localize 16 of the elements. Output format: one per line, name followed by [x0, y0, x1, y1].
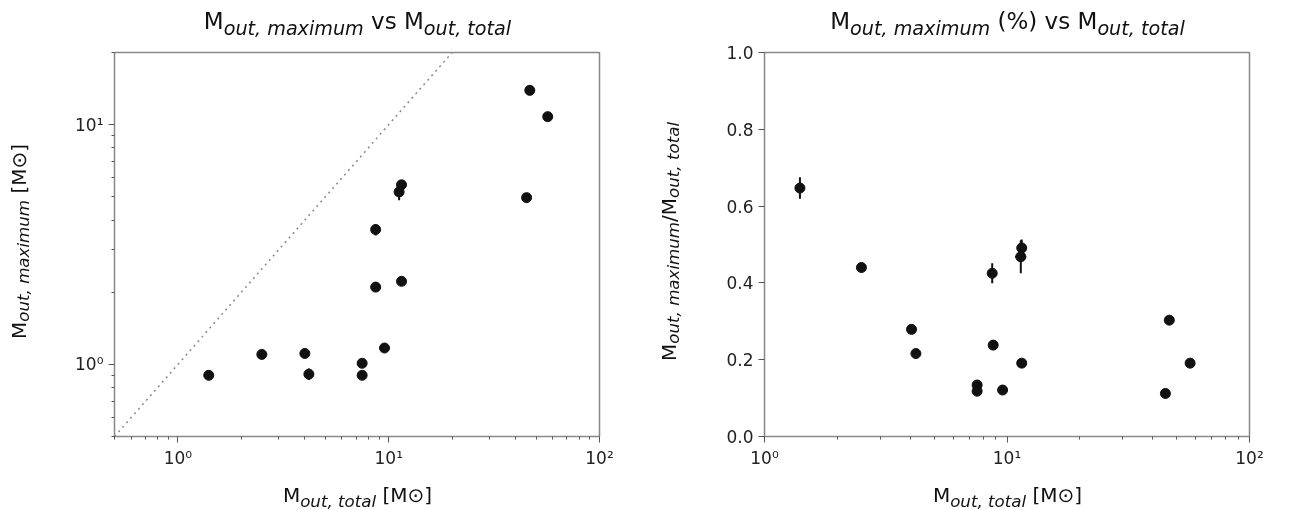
- x-tick-label: 10²: [1235, 447, 1264, 468]
- y-tick-label: 0.0: [726, 427, 754, 447]
- x-tick-label: 10²: [585, 447, 614, 468]
- x-tick-label: 10¹: [992, 447, 1022, 468]
- x-tick-label: 10⁰: [163, 447, 193, 468]
- y-tick-label: 0.4: [726, 273, 754, 294]
- chart-title: M$_{out, maximum}$ vs M$_{out, total}$: [203, 7, 512, 42]
- x-tick-label: 10¹: [374, 447, 403, 468]
- x-axis-title: M$_{out, total}$ [M⊙]: [282, 482, 433, 510]
- y-tick-label: 0.2: [726, 350, 754, 371]
- x-tick-label: 10⁰: [750, 447, 779, 468]
- y-tick-label: 0.8: [726, 119, 754, 140]
- chart-title: M$_{out, maximum}$ (%) vs M$_{out, total}$: [830, 7, 1185, 42]
- x-axis-title: M$_{out, total}$ [M⊙]: [932, 482, 1083, 510]
- y-tick-label: 0.6: [726, 196, 754, 217]
- y-tick-label: 1.0: [726, 43, 754, 63]
